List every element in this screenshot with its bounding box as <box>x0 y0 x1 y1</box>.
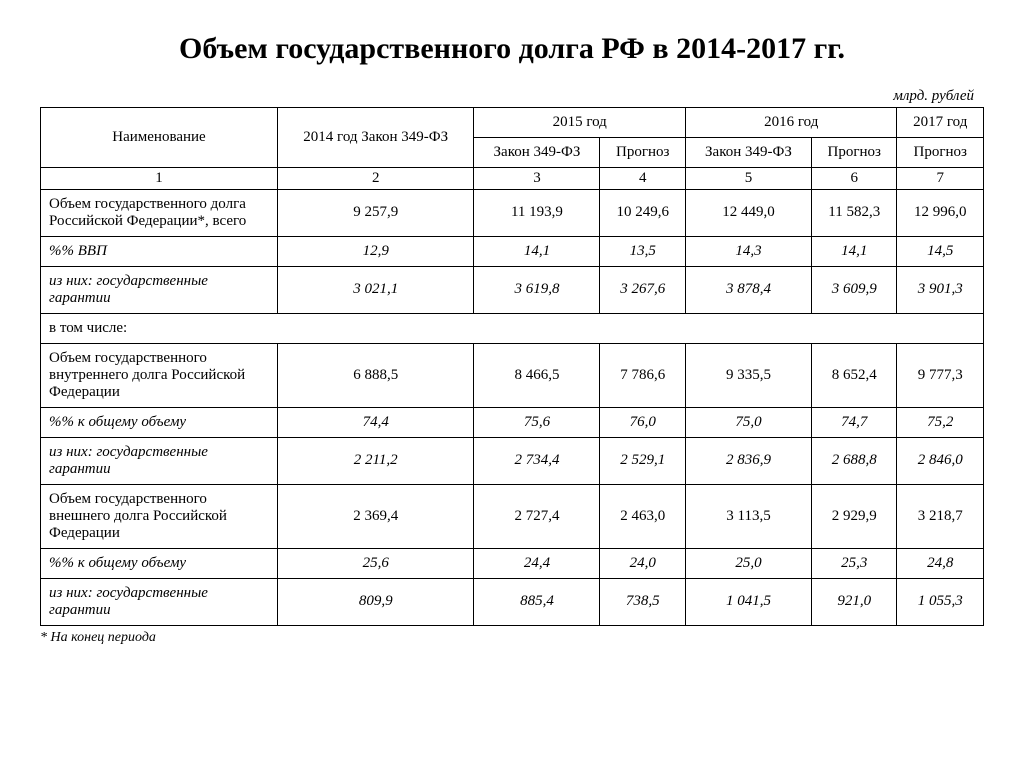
table-row: в том числе: <box>41 313 984 343</box>
col-2017-forecast: Прогноз <box>897 137 984 167</box>
cell-value: 9 257,9 <box>278 189 474 236</box>
table-row: %% к общему объему25,624,424,025,025,324… <box>41 548 984 578</box>
col-2014: 2014 год Закон 349-ФЗ <box>278 107 474 167</box>
cell-value: 11 582,3 <box>812 189 897 236</box>
colnum: 3 <box>474 167 600 189</box>
cell-value: 2 688,8 <box>812 437 897 484</box>
cell-value: 809,9 <box>278 578 474 625</box>
cell-value: 75,2 <box>897 407 984 437</box>
cell-value: 885,4 <box>474 578 600 625</box>
cell-value: 24,4 <box>474 548 600 578</box>
unit-label: млрд. рублей <box>40 88 984 105</box>
colnum: 7 <box>897 167 984 189</box>
col-2017: 2017 год <box>897 107 984 137</box>
col-name: Наименование <box>41 107 278 167</box>
cell-value: 738,5 <box>600 578 685 625</box>
cell-value: 3 267,6 <box>600 266 685 313</box>
table-row: Объем государственного внутреннего долга… <box>41 343 984 407</box>
cell-value: 3 021,1 <box>278 266 474 313</box>
row-label: из них: государственные гарантии <box>41 437 278 484</box>
cell-value: 10 249,6 <box>600 189 685 236</box>
col-2016-forecast: Прогноз <box>812 137 897 167</box>
cell-value: 3 218,7 <box>897 484 984 548</box>
cell-value: 11 193,9 <box>474 189 600 236</box>
cell-value: 9 777,3 <box>897 343 984 407</box>
cell-value: 2 463,0 <box>600 484 685 548</box>
cell-value: 25,3 <box>812 548 897 578</box>
cell-value: 2 727,4 <box>474 484 600 548</box>
cell-value: 14,1 <box>812 236 897 266</box>
row-label: %% ВВП <box>41 236 278 266</box>
cell-value: 3 901,3 <box>897 266 984 313</box>
cell-value: 2 929,9 <box>812 484 897 548</box>
cell-value: 3 878,4 <box>685 266 811 313</box>
cell-value: 2 211,2 <box>278 437 474 484</box>
cell-value: 2 836,9 <box>685 437 811 484</box>
cell-value: 25,0 <box>685 548 811 578</box>
cell-value: 2 529,1 <box>600 437 685 484</box>
cell-value: 24,0 <box>600 548 685 578</box>
col-2015: 2015 год <box>474 107 686 137</box>
row-label: из них: государственные гарантии <box>41 266 278 313</box>
table-row: Объем государственного долга Российской … <box>41 189 984 236</box>
colnum: 4 <box>600 167 685 189</box>
colnum: 5 <box>685 167 811 189</box>
cell-value: 1 041,5 <box>685 578 811 625</box>
row-label: из них: государственные гарантии <box>41 578 278 625</box>
row-label: Объем государственного внешнего долга Ро… <box>41 484 278 548</box>
cell-value: 74,7 <box>812 407 897 437</box>
cell-value: 3 113,5 <box>685 484 811 548</box>
cell-value: 24,8 <box>897 548 984 578</box>
header-row-1: Наименование 2014 год Закон 349-ФЗ 2015 … <box>41 107 984 137</box>
row-label: в том числе: <box>41 313 984 343</box>
cell-value: 3 619,8 <box>474 266 600 313</box>
cell-value: 2 846,0 <box>897 437 984 484</box>
cell-value: 2 369,4 <box>278 484 474 548</box>
cell-value: 9 335,5 <box>685 343 811 407</box>
cell-value: 25,6 <box>278 548 474 578</box>
table-row: %% к общему объему74,475,676,075,074,775… <box>41 407 984 437</box>
cell-value: 14,5 <box>897 236 984 266</box>
table-row: %% ВВП12,914,113,514,314,114,5 <box>41 236 984 266</box>
cell-value: 12 449,0 <box>685 189 811 236</box>
row-label: %% к общему объему <box>41 548 278 578</box>
colnum: 1 <box>41 167 278 189</box>
column-numbers-row: 1 2 3 4 5 6 7 <box>41 167 984 189</box>
cell-value: 3 609,9 <box>812 266 897 313</box>
colnum: 2 <box>278 167 474 189</box>
cell-value: 2 734,4 <box>474 437 600 484</box>
cell-value: 7 786,6 <box>600 343 685 407</box>
col-2016: 2016 год <box>685 107 897 137</box>
row-label: %% к общему объему <box>41 407 278 437</box>
table-row: Объем государственного внешнего долга Ро… <box>41 484 984 548</box>
cell-value: 75,0 <box>685 407 811 437</box>
table-body: 1 2 3 4 5 6 7 Объем государственного дол… <box>41 167 984 625</box>
page-title: Объем государственного долга РФ в 2014-2… <box>40 30 984 68</box>
cell-value: 74,4 <box>278 407 474 437</box>
cell-value: 76,0 <box>600 407 685 437</box>
table-row: из них: государственные гарантии809,9885… <box>41 578 984 625</box>
cell-value: 14,1 <box>474 236 600 266</box>
table-row: из них: государственные гарантии3 021,13… <box>41 266 984 313</box>
colnum: 6 <box>812 167 897 189</box>
col-2016-law: Закон 349-ФЗ <box>685 137 811 167</box>
cell-value: 14,3 <box>685 236 811 266</box>
col-2015-forecast: Прогноз <box>600 137 685 167</box>
cell-value: 921,0 <box>812 578 897 625</box>
row-label: Объем государственного внутреннего долга… <box>41 343 278 407</box>
col-2015-law: Закон 349-ФЗ <box>474 137 600 167</box>
footnote: * На конец периода <box>40 630 984 646</box>
debt-table: Наименование 2014 год Закон 349-ФЗ 2015 … <box>40 107 984 626</box>
cell-value: 12 996,0 <box>897 189 984 236</box>
cell-value: 1 055,3 <box>897 578 984 625</box>
row-label: Объем государственного долга Российской … <box>41 189 278 236</box>
cell-value: 12,9 <box>278 236 474 266</box>
cell-value: 6 888,5 <box>278 343 474 407</box>
table-row: из них: государственные гарантии2 211,22… <box>41 437 984 484</box>
cell-value: 8 466,5 <box>474 343 600 407</box>
cell-value: 8 652,4 <box>812 343 897 407</box>
cell-value: 75,6 <box>474 407 600 437</box>
cell-value: 13,5 <box>600 236 685 266</box>
